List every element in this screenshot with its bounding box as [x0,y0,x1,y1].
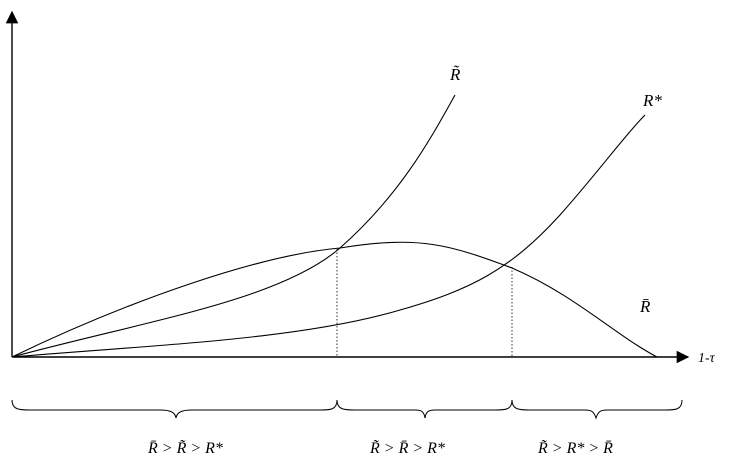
x-axis-label: 1-τ [698,351,716,366]
region-label-2: R̃ > R̄ > R* [369,439,445,457]
curve-r-star [11,114,646,358]
brace-region-2 [336,399,513,419]
curve-label-r-tilde: R̃ [449,65,461,84]
brace-region-3 [511,399,683,420]
curve-label-r-star: R* [642,91,662,110]
region-label-3: R̃ > R* > R̄ [537,439,613,457]
brace-region-1 [11,399,338,419]
curve-r-tilde [11,94,456,358]
region-label-1: R̄ > R̃ > R* [147,439,223,457]
curve-label-r-bar: R̄ [639,297,651,316]
curve-r-bar [11,241,658,358]
